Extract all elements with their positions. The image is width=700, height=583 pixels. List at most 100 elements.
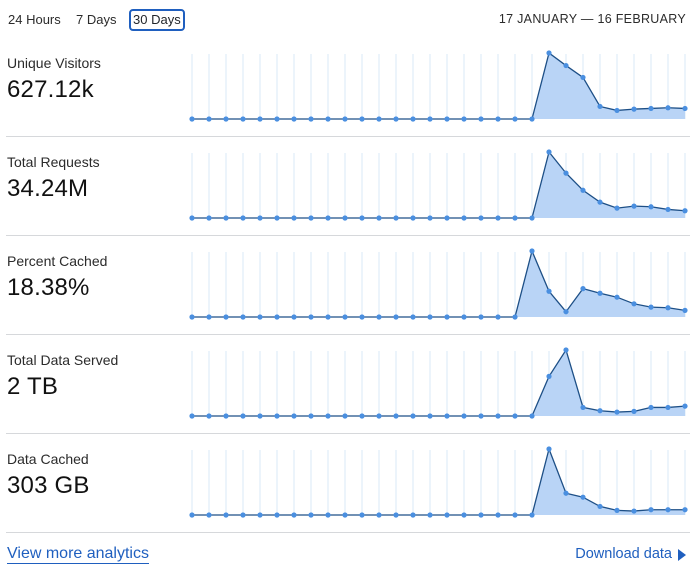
data-point[interactable] <box>529 413 535 419</box>
data-point[interactable] <box>444 314 450 320</box>
data-point[interactable] <box>682 307 688 313</box>
data-point[interactable] <box>240 512 246 518</box>
data-point[interactable] <box>580 494 586 500</box>
data-point[interactable] <box>495 512 501 518</box>
data-point[interactable] <box>665 305 671 311</box>
data-point[interactable] <box>563 170 569 176</box>
data-point[interactable] <box>665 507 671 513</box>
data-point[interactable] <box>410 512 416 518</box>
data-point[interactable] <box>512 215 518 221</box>
data-point[interactable] <box>342 314 348 320</box>
data-point[interactable] <box>614 107 620 114</box>
data-point[interactable] <box>342 116 348 122</box>
data-point[interactable] <box>376 413 382 419</box>
data-point[interactable] <box>427 116 433 122</box>
data-point[interactable] <box>325 512 331 518</box>
data-point[interactable] <box>206 413 212 419</box>
data-point[interactable] <box>223 215 229 221</box>
data-point[interactable] <box>223 314 229 320</box>
data-point[interactable] <box>580 187 586 193</box>
data-point[interactable] <box>325 215 331 221</box>
data-point[interactable] <box>563 309 569 315</box>
range-7-days-button[interactable]: 7 Days <box>76 12 117 27</box>
data-point[interactable] <box>546 149 552 155</box>
data-point[interactable] <box>223 512 229 518</box>
data-point[interactable] <box>546 446 552 452</box>
data-point[interactable] <box>308 314 314 320</box>
data-point[interactable] <box>597 408 603 414</box>
data-point[interactable] <box>631 106 637 112</box>
data-point[interactable] <box>529 512 535 518</box>
data-point[interactable] <box>563 347 569 353</box>
data-point[interactable] <box>393 116 399 122</box>
data-point[interactable] <box>546 288 552 294</box>
data-point[interactable] <box>563 490 569 496</box>
data-point[interactable] <box>393 512 399 518</box>
data-point[interactable] <box>478 413 484 419</box>
data-point[interactable] <box>631 408 637 414</box>
data-point[interactable] <box>393 314 399 320</box>
data-point[interactable] <box>444 215 450 221</box>
data-point[interactable] <box>410 413 416 419</box>
data-point[interactable] <box>325 314 331 320</box>
data-point[interactable] <box>529 248 535 254</box>
data-point[interactable] <box>495 116 501 122</box>
data-point[interactable] <box>648 304 654 310</box>
data-point[interactable] <box>597 103 603 110</box>
download-data-button[interactable]: Download data <box>575 546 672 562</box>
data-point[interactable] <box>495 413 501 419</box>
data-point[interactable] <box>206 314 212 320</box>
data-point[interactable] <box>291 215 297 221</box>
data-point[interactable] <box>682 507 688 513</box>
data-point[interactable] <box>274 116 280 122</box>
data-point[interactable] <box>257 215 263 221</box>
data-point[interactable] <box>512 512 518 518</box>
data-point[interactable] <box>512 314 518 320</box>
data-point[interactable] <box>597 503 603 510</box>
data-point[interactable] <box>580 286 586 292</box>
data-point[interactable] <box>478 314 484 320</box>
data-point[interactable] <box>427 512 433 518</box>
data-point[interactable] <box>427 215 433 221</box>
data-point[interactable] <box>206 215 212 221</box>
data-point[interactable] <box>495 314 501 320</box>
data-point[interactable] <box>563 62 569 69</box>
data-point[interactable] <box>682 208 688 214</box>
data-point[interactable] <box>682 105 688 112</box>
data-point[interactable] <box>478 116 484 122</box>
data-point[interactable] <box>206 116 212 122</box>
data-point[interactable] <box>257 314 263 320</box>
view-more-analytics-link[interactable]: View more analytics <box>7 545 149 564</box>
data-point[interactable] <box>274 413 280 419</box>
data-point[interactable] <box>342 413 348 419</box>
data-point[interactable] <box>580 74 586 81</box>
data-point[interactable] <box>359 116 365 122</box>
triangle-right-icon[interactable] <box>678 549 686 561</box>
data-point[interactable] <box>410 215 416 221</box>
data-point[interactable] <box>240 215 246 221</box>
data-point[interactable] <box>631 301 637 307</box>
data-point[interactable] <box>461 116 467 122</box>
data-point[interactable] <box>546 373 552 379</box>
data-point[interactable] <box>189 116 195 122</box>
data-point[interactable] <box>495 215 501 221</box>
data-point[interactable] <box>614 409 620 415</box>
data-point[interactable] <box>665 404 671 411</box>
data-point[interactable] <box>189 512 195 518</box>
data-point[interactable] <box>444 512 450 518</box>
data-point[interactable] <box>648 404 654 411</box>
data-point[interactable] <box>444 116 450 122</box>
data-point[interactable] <box>648 507 654 513</box>
data-point[interactable] <box>461 512 467 518</box>
data-point[interactable] <box>376 215 382 221</box>
data-point[interactable] <box>223 116 229 122</box>
data-point[interactable] <box>597 290 603 296</box>
data-point[interactable] <box>308 215 314 221</box>
data-point[interactable] <box>682 403 688 409</box>
data-point[interactable] <box>359 512 365 518</box>
data-point[interactable] <box>325 116 331 122</box>
data-point[interactable] <box>189 314 195 320</box>
data-point[interactable] <box>648 105 654 112</box>
data-point[interactable] <box>665 206 671 213</box>
data-point[interactable] <box>257 413 263 419</box>
